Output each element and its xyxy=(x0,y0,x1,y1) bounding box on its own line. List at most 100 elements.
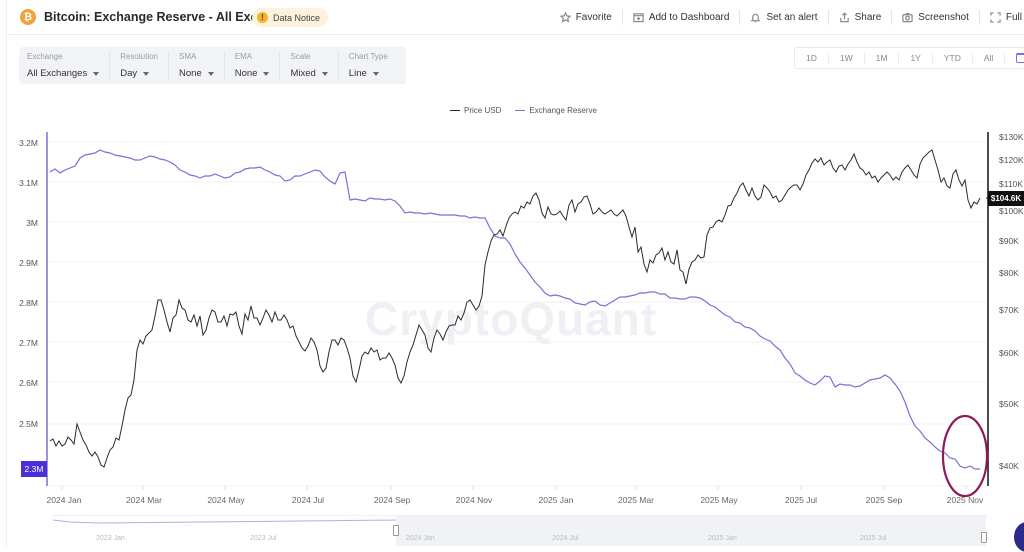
navigator-label: 2024 Jul xyxy=(552,535,579,542)
page-title: Bitcoin: Exchange Reserve - All Exchange… xyxy=(44,10,302,24)
resolution-value: Day xyxy=(120,68,138,79)
x-tick: 2025 Jan xyxy=(538,495,574,505)
range-1y[interactable]: 1Y xyxy=(899,52,933,64)
gridlines xyxy=(47,141,987,487)
set-alert-button[interactable]: Set an alert xyxy=(740,10,829,25)
star-icon xyxy=(559,12,571,23)
data-notice-badge[interactable]: ! Data Notice xyxy=(252,8,329,27)
reserve-line xyxy=(49,149,980,470)
legend-reserve[interactable]: Exchange Reserve xyxy=(515,106,597,115)
current-reserve-badge: 2.3M xyxy=(21,461,47,477)
y-left-tick: 3.2M xyxy=(19,138,38,148)
y-right-tick: $80K xyxy=(999,268,1019,278)
range-all[interactable]: All xyxy=(973,52,1006,64)
sma-value: None xyxy=(179,68,202,79)
chevron-down-icon xyxy=(143,71,150,76)
x-tick: 2025 Jul xyxy=(784,495,818,505)
y-left-tick: 3.1M xyxy=(19,178,38,188)
y-right-tick: $90K xyxy=(999,236,1019,246)
header-actions: Favorite Add to Dashboard Set an alert S… xyxy=(550,0,1024,35)
add-to-dashboard-label: Add to Dashboard xyxy=(648,12,730,23)
chart-legend: Price USD Exchange Reserve xyxy=(450,106,597,115)
chart-controls: Exchange All Exchanges Resolution Day SM… xyxy=(19,47,406,84)
fullscreen-label: Full xyxy=(1005,12,1022,23)
y-right-tick: $50K xyxy=(999,399,1019,409)
scale-label: Scale xyxy=(290,52,311,61)
dashboard-add-icon xyxy=(633,13,644,23)
range-navigator[interactable]: 2023 Jan 2023 Jul 2024 Jan 2024 Jul 2025… xyxy=(52,515,987,546)
x-tick: 2024 Sep xyxy=(373,495,411,505)
fullscreen-icon xyxy=(990,12,1001,23)
resolution-label: Resolution xyxy=(120,52,159,61)
calendar-button[interactable] xyxy=(1005,53,1024,64)
scale-select[interactable]: Scale Mixed xyxy=(290,52,339,79)
x-ticks xyxy=(61,486,967,490)
exchange-select[interactable]: Exchange All Exchanges xyxy=(27,52,111,79)
price-line xyxy=(49,149,981,468)
exchange-value: All Exchanges xyxy=(27,68,88,79)
x-tick: 2024 May xyxy=(207,495,245,505)
chevron-down-icon xyxy=(207,71,214,76)
bitcoin-logo-icon: ₿ xyxy=(20,9,36,25)
y-left-tick: 3M xyxy=(26,218,38,228)
legend-price-label: Price USD xyxy=(464,106,502,115)
range-ytd[interactable]: YTD xyxy=(933,52,973,64)
reserve-swatch xyxy=(515,109,526,112)
y-right-tick: $130K xyxy=(999,132,1024,142)
ema-label: EMA xyxy=(234,52,253,61)
y-right-tick: $70K xyxy=(999,305,1019,315)
share-icon xyxy=(839,12,849,23)
page-header: ₿ Bitcoin: Exchange Reserve - All Exchan… xyxy=(8,0,1024,35)
chevron-down-icon xyxy=(321,71,328,76)
navigator-selection[interactable] xyxy=(396,516,986,546)
chevron-down-icon xyxy=(372,71,379,76)
navigator-left-handle[interactable] xyxy=(393,525,399,536)
screenshot-button[interactable]: Screenshot xyxy=(892,10,980,25)
y-right-tick: $120K xyxy=(999,155,1024,165)
y-right-tick: $110K xyxy=(999,179,1023,189)
share-button[interactable]: Share xyxy=(829,10,893,25)
current-price-badge: $104.6K xyxy=(988,191,1024,206)
warning-icon: ! xyxy=(257,12,268,23)
x-tick: 2025 Sep xyxy=(865,495,903,505)
chevron-down-icon xyxy=(263,71,270,76)
screenshot-label: Screenshot xyxy=(918,12,969,23)
add-to-dashboard-button[interactable]: Add to Dashboard xyxy=(623,10,741,25)
navigator-label: 2025 Jan xyxy=(708,535,737,542)
bell-icon xyxy=(750,13,762,23)
x-tick: 2024 Mar xyxy=(126,495,162,505)
legend-reserve-label: Exchange Reserve xyxy=(529,106,597,115)
sma-label: SMA xyxy=(179,52,197,61)
chart-type-select[interactable]: Chart Type Line xyxy=(349,52,398,79)
favorite-label: Favorite xyxy=(575,12,612,23)
range-1w[interactable]: 1W xyxy=(829,52,865,64)
y-left-tick: 2.6M xyxy=(19,378,38,388)
highlight-circle xyxy=(941,414,989,498)
chart-type-value: Line xyxy=(348,68,367,79)
calendar-icon xyxy=(1016,53,1024,64)
legend-price[interactable]: Price USD xyxy=(450,106,501,115)
range-1m[interactable]: 1M xyxy=(865,52,900,64)
x-tick: 2024 Jul xyxy=(291,495,325,505)
scale-value: Mixed xyxy=(290,68,316,79)
favorite-button[interactable]: Favorite xyxy=(550,10,623,25)
x-tick: 2024 Jan xyxy=(46,495,82,505)
fullscreen-button[interactable]: Full xyxy=(980,10,1024,25)
left-edge xyxy=(0,0,7,547)
set-alert-label: Set an alert xyxy=(766,12,818,23)
data-notice-label: Data Notice xyxy=(273,12,321,23)
x-tick: 2025 Mar xyxy=(618,495,654,505)
navigator-label: 2024 Jan xyxy=(406,535,435,542)
range-1d[interactable]: 1D xyxy=(795,52,829,64)
y-left-tick: 2.5M xyxy=(19,419,38,429)
floating-help-button[interactable] xyxy=(1014,522,1024,552)
sma-select[interactable]: SMA None xyxy=(179,52,225,79)
ema-value: None xyxy=(234,68,258,79)
exchange-label: Exchange xyxy=(27,52,63,61)
chevron-down-icon xyxy=(93,71,100,76)
ema-select[interactable]: EMA None xyxy=(235,52,281,79)
navigator-label: 2023 Jan xyxy=(96,535,125,542)
navigator-right-handle[interactable] xyxy=(981,532,987,543)
resolution-select[interactable]: Resolution Day xyxy=(120,52,170,79)
